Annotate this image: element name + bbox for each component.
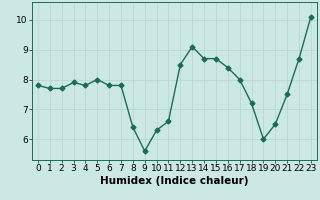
- X-axis label: Humidex (Indice chaleur): Humidex (Indice chaleur): [100, 176, 249, 186]
